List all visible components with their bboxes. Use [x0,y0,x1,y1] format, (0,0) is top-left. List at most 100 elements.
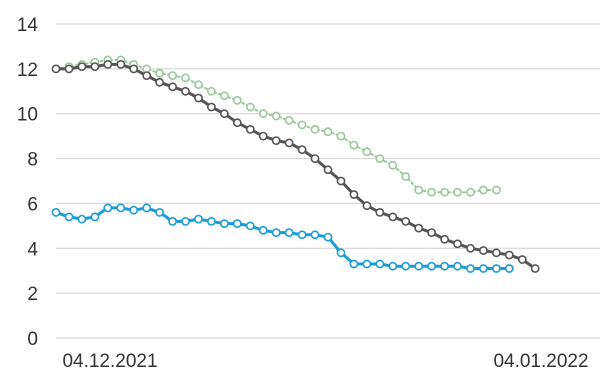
y-tick-label: 14 [17,15,39,36]
data-point [414,223,424,233]
data-point [181,73,190,83]
y-tick-label: 12 [17,60,38,81]
data-point [258,225,268,235]
data-point [51,64,61,74]
y-tick-label: 0 [27,329,38,350]
data-point [336,176,346,186]
data-point [504,250,514,260]
y-tick-label: 6 [27,194,38,215]
data-point [64,64,74,74]
x-tick-label-start: 04.12.2021 [62,351,157,372]
data-point [375,154,385,163]
x-axis-tick-labels: 04.12.2021 04.01.2022 [62,351,588,372]
data-point [232,219,242,228]
data-point [77,214,87,224]
data-point [530,264,540,273]
data-point [440,187,449,197]
data-point [427,261,436,271]
data-point [194,214,203,224]
data-point [258,109,268,119]
data-point [168,82,177,92]
data-point [466,264,475,273]
data-point [349,259,359,269]
data-point [245,221,255,231]
data-point [491,264,501,273]
data-point [440,234,449,244]
data-point [232,95,242,105]
y-tick-label: 2 [27,284,38,305]
data-point [478,246,488,255]
data-point [427,187,436,197]
data-point [116,203,126,213]
data-point [504,264,514,273]
data-point [401,216,411,226]
data-point [427,228,436,237]
series-3 [51,203,514,273]
data-point [245,102,255,112]
data-point [155,68,164,78]
data-point [116,60,126,69]
data-point [297,230,307,240]
data-point [362,147,372,157]
data-point [155,207,164,217]
data-point [297,120,307,130]
data-point [194,93,203,103]
data-point [64,212,74,222]
data-point [336,248,346,258]
data-point [375,259,385,269]
series-line [54,62,537,270]
series-2 [51,60,540,273]
data-point [77,62,87,71]
data-point [168,71,177,80]
data-point [310,230,320,240]
data-point [142,203,152,213]
data-point [466,243,475,253]
data-point [491,248,501,258]
data-point [414,261,424,271]
data-point [181,86,190,96]
data-point [388,160,398,170]
data-point [181,216,190,226]
y-tick-label: 8 [27,150,38,171]
data-point [219,219,229,228]
x-tick-label-end: 04.01.2022 [493,351,588,372]
data-point [129,205,139,215]
data-point [245,124,255,134]
data-point [155,77,164,87]
data-point [103,60,113,69]
data-point [51,207,61,217]
data-point [129,64,139,74]
data-point [103,203,113,213]
series-1 [51,55,501,197]
data-point [219,91,229,101]
data-point [478,264,488,273]
data-point [336,131,346,141]
data-point [310,154,320,163]
data-point [219,109,229,119]
data-point [453,239,462,249]
data-point [453,187,462,197]
data-point [284,138,294,148]
data-point [401,172,411,181]
data-point [232,118,242,128]
data-point [466,187,475,197]
data-point [271,136,281,145]
data-point [453,261,462,271]
data-point [142,71,152,80]
data-point [258,131,268,141]
data-point [517,255,527,264]
data-point [440,261,449,271]
data-point [271,228,281,237]
data-point [90,212,100,222]
data-point [90,62,100,71]
y-tick-label: 4 [27,239,38,260]
data-point [297,145,307,154]
data-point [401,261,411,271]
data-point [491,185,501,195]
data-point [323,232,333,242]
y-axis-tick-labels: 0 2 4 6 8 10 12 14 [17,15,39,350]
data-point [194,80,203,89]
data-point [375,207,385,217]
data-point [310,124,320,134]
